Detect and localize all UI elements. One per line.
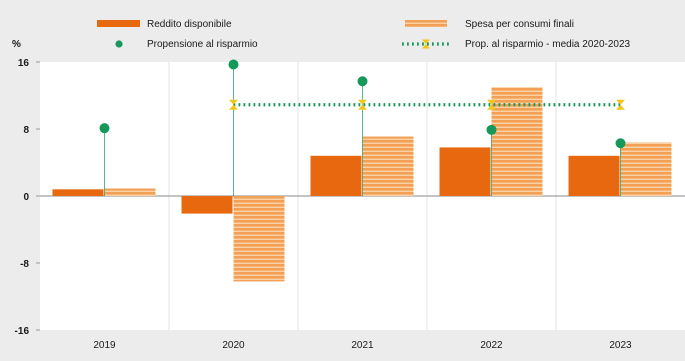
x-tick-label: 2020 xyxy=(222,340,245,351)
series-lines xyxy=(104,64,621,196)
x-tick-label: 2022 xyxy=(480,340,503,351)
bars xyxy=(52,87,672,282)
legend-swatch-spesa xyxy=(405,20,447,27)
dot-propensione-2022 xyxy=(486,124,497,135)
marker-media-2023 xyxy=(616,99,625,110)
y-tick-label: -16 xyxy=(15,326,30,337)
y-unit-label: % xyxy=(12,39,21,50)
y-tick-label: 0 xyxy=(23,192,29,203)
legend-swatch-reddito xyxy=(97,20,140,27)
legend-marker-media xyxy=(422,39,430,49)
bar-spesa-consumi-2019 xyxy=(104,188,156,196)
bar-spesa-consumi-2023 xyxy=(620,142,672,196)
x-tick-label: 2019 xyxy=(93,340,116,351)
dot-propensione-2021 xyxy=(357,76,368,87)
bar-reddito-disponibile-2021 xyxy=(310,155,362,196)
legend-marker-propensione xyxy=(115,40,123,48)
marker-media-2021 xyxy=(358,99,367,110)
tick-labels: 16 8 0 -8 -16 2019 2020 2021 2022 2023 xyxy=(15,58,633,351)
legend-label-reddito: Reddito disponibile xyxy=(147,19,232,30)
y-tick-label: 16 xyxy=(18,58,30,69)
dot-propensione-2020 xyxy=(228,59,239,70)
bar-reddito-disponibile-2022 xyxy=(439,147,491,196)
bar-reddito-disponibile-2019 xyxy=(52,189,104,196)
dot-propensione-2019 xyxy=(99,123,110,134)
series-dots xyxy=(99,59,626,149)
legend-label-media: Prop. al risparmio - media 2020-2023 xyxy=(465,39,631,50)
marker-media-2022 xyxy=(487,99,496,110)
bar-spesa-consumi-2021 xyxy=(362,136,414,196)
legend-label-spesa: Spesa per consumi finali xyxy=(465,19,574,30)
legend-label-propensione: Propensione al risparmio xyxy=(147,39,258,50)
y-tick-label: 8 xyxy=(23,125,29,136)
x-tick-label: 2021 xyxy=(351,340,374,351)
legend: Reddito disponibile Spesa per consumi fi… xyxy=(97,19,631,50)
dot-propensione-2023 xyxy=(615,138,626,149)
x-tick-label: 2023 xyxy=(609,340,632,351)
bar-reddito-disponibile-2020 xyxy=(181,196,233,214)
marker-media-2020 xyxy=(229,99,238,110)
bar-reddito-disponibile-2023 xyxy=(568,155,620,196)
y-tick-label: -8 xyxy=(20,259,29,270)
bar-spesa-consumi-2020 xyxy=(233,196,285,282)
